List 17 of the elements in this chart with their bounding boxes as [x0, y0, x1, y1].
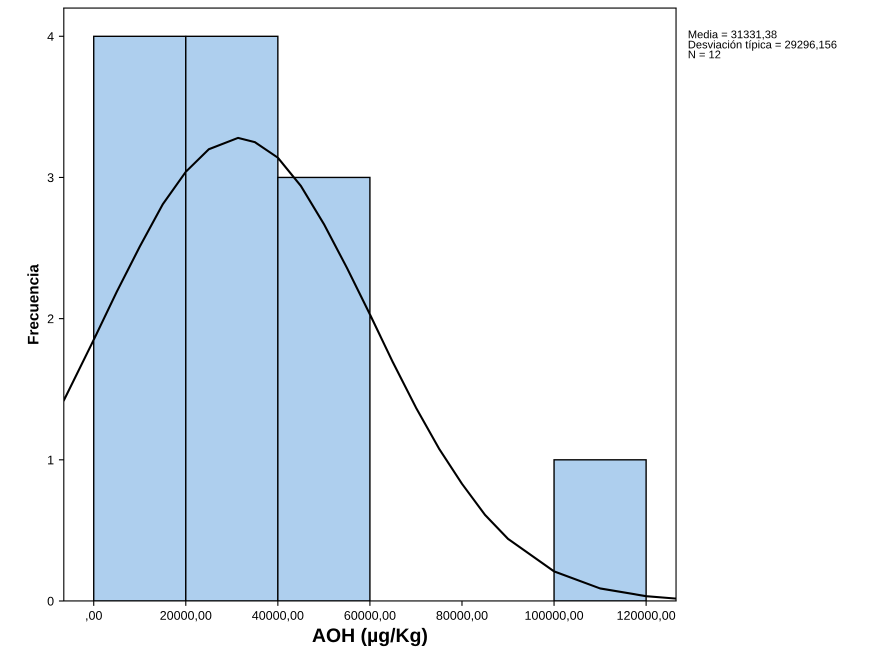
x-tick-label: ,00 [86, 611, 102, 622]
x-tick-label: 40000,00 [252, 611, 304, 622]
x-tick-label: 80000,00 [436, 611, 488, 622]
text: Desviación típica = 29296,156 [688, 40, 837, 51]
x-tick-label: 60000,00 [344, 611, 396, 622]
x-tick-label: 100000,00 [525, 611, 584, 622]
y-tick-label: 3 [48, 173, 54, 182]
y-tick-label: 0 [48, 596, 54, 606]
x-tick-label: 120000,00 [618, 611, 676, 622]
x-axis-title: AOH (µg/Kg) [312, 628, 427, 646]
text: N = 12 [688, 50, 720, 58]
y-tick-label: 1 [48, 456, 54, 464]
y-tick-label: 2 [48, 314, 54, 324]
y-tick-label: 4 [47, 32, 54, 41]
text: Media = 31331,38 [688, 30, 777, 40]
y-axis-title: Frecuencia [27, 264, 39, 344]
x-tick-label: 20000,00 [160, 611, 212, 622]
